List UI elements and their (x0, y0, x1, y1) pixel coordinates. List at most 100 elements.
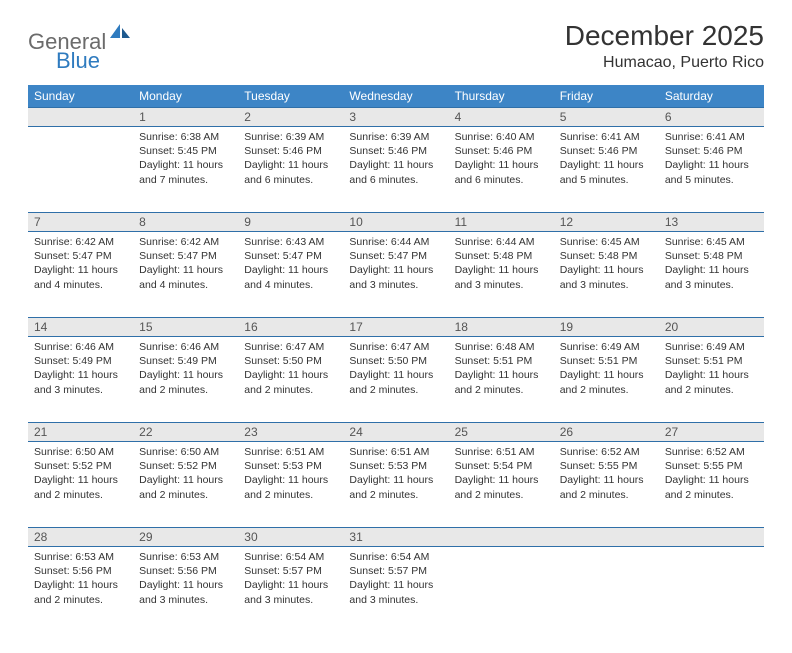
day-cell: Sunrise: 6:42 AMSunset: 5:47 PMDaylight:… (28, 232, 133, 318)
day-number (449, 528, 554, 546)
daylight-line: Daylight: 11 hours and 6 minutes. (455, 159, 539, 185)
day-number-cell: 2 (238, 108, 343, 127)
sunset-line: Sunset: 5:56 PM (139, 565, 217, 577)
sunrise-line: Sunrise: 6:49 AM (665, 341, 745, 353)
day-number: 2 (238, 108, 343, 126)
sunset-line: Sunset: 5:57 PM (349, 565, 427, 577)
sunrise-line: Sunrise: 6:44 AM (349, 236, 429, 248)
day-cell: Sunrise: 6:38 AMSunset: 5:45 PMDaylight:… (133, 127, 238, 213)
day-number: 30 (238, 528, 343, 546)
logo-sail-icon (110, 24, 132, 45)
day-number-cell: 30 (238, 528, 343, 547)
day-cell (449, 547, 554, 633)
day-cell: Sunrise: 6:39 AM Sunset: 5:46 PM Daylight:… (238, 127, 343, 213)
day-cell: Sunrise: 6:51 AMSunset: 5:53 PMDaylight:… (343, 442, 448, 528)
daylight-line: Daylight: 11 hours and 2 minutes. (560, 474, 644, 500)
day-number-cell: 25 (449, 423, 554, 442)
day-number: 31 (343, 528, 448, 546)
sunset-line: Sunset: 5:48 PM (455, 250, 533, 262)
sunrise-line: Sunrise: 6:47 AM (349, 341, 429, 353)
sunset-line: Sunset: 5:53 PM (244, 460, 322, 472)
day-number-cell (28, 108, 133, 127)
day-number-cell: 29 (133, 528, 238, 547)
daylight-line: Daylight: 11 hours and 3 minutes. (560, 264, 644, 290)
day-header: Thursday (449, 85, 554, 108)
sunset-line: Sunset: 5:49 PM (139, 355, 217, 367)
day-cell: Sunrise: 6:46 AMSunset: 5:49 PMDaylight:… (28, 337, 133, 423)
week-daynum-row: 123456 (28, 108, 764, 127)
sunrise-line: Sunrise: 6:54 AM (244, 551, 324, 563)
day-content: Sunrise: 6:45 AMSunset: 5:48 PMDaylight:… (659, 232, 764, 298)
daylight-line: Daylight: 11 hours and 7 minutes. (139, 159, 223, 185)
day-number: 22 (133, 423, 238, 441)
day-cell: Sunrise: 6:42 AMSunset: 5:47 PMDaylight:… (133, 232, 238, 318)
day-header-row: Sunday Monday Tuesday Wednesday Thursday… (28, 85, 764, 108)
week-daynum-row: 78910111213 (28, 213, 764, 232)
day-content: Sunrise: 6:45 AMSunset: 5:48 PMDaylight:… (554, 232, 659, 298)
sunrise-line: Sunrise: 6:42 AM (139, 236, 219, 248)
sunrise-line: Sunrise: 6:52 AM (560, 446, 640, 458)
daylight-line: Daylight: 11 hours and 2 minutes. (665, 369, 749, 395)
day-cell: Sunrise: 6:53 AMSunset: 5:56 PMDaylight:… (28, 547, 133, 633)
day-content: Sunrise: 6:54 AMSunset: 5:57 PMDaylight:… (238, 547, 343, 613)
day-number-cell: 3 (343, 108, 448, 127)
day-cell: Sunrise: 6:45 AMSunset: 5:48 PMDaylight:… (554, 232, 659, 318)
daylight-line: Daylight: 11 hours and 6 minutes. (244, 159, 328, 185)
day-content: Sunrise: 6:52 AMSunset: 5:55 PMDaylight:… (554, 442, 659, 508)
day-content: Sunrise: 6:50 AMSunset: 5:52 PMDaylight:… (28, 442, 133, 508)
day-content: Sunrise: 6:42 AMSunset: 5:47 PMDaylight:… (133, 232, 238, 298)
day-number-cell: 31 (343, 528, 448, 547)
daylight-line: Daylight: 11 hours and 3 minutes. (34, 369, 118, 395)
day-number: 1 (133, 108, 238, 126)
daylight-line: Daylight: 11 hours and 2 minutes. (455, 369, 539, 395)
day-number: 4 (449, 108, 554, 126)
day-cell: Sunrise: 6:47 AMSunset: 5:50 PMDaylight:… (238, 337, 343, 423)
sunrise-line: Sunrise: 6:42 AM (34, 236, 114, 248)
sunset-line: Sunset: 5:47 PM (349, 250, 427, 262)
week-content-row: Sunrise: 6:53 AMSunset: 5:56 PMDaylight:… (28, 547, 764, 633)
day-content: Sunrise: 6:44 AMSunset: 5:48 PMDaylight:… (449, 232, 554, 298)
sunrise-line: Sunrise: 6:51 AM (455, 446, 535, 458)
sunrise-line: Sunrise: 6:49 AM (560, 341, 640, 353)
day-number: 3 (343, 108, 448, 126)
day-cell: Sunrise: 6:40 AMSunset: 5:46 PMDaylight:… (449, 127, 554, 213)
sunrise-line: Sunrise: 6:45 AM (665, 236, 745, 248)
day-number-cell: 5 (554, 108, 659, 127)
day-number: 6 (659, 108, 764, 126)
day-number-cell: 19 (554, 318, 659, 337)
day-number-cell: 15 (133, 318, 238, 337)
daylight-line: Daylight: 11 hours and 2 minutes. (455, 474, 539, 500)
day-number: 7 (28, 213, 133, 231)
day-cell: Sunrise: 6:41 AMSunset: 5:46 PMDaylight:… (659, 127, 764, 213)
day-number-cell: 23 (238, 423, 343, 442)
sunset-line: Sunset: 5:46 PM (244, 145, 322, 157)
day-cell: Sunrise: 6:46 AMSunset: 5:49 PMDaylight:… (133, 337, 238, 423)
day-content: Sunrise: 6:53 AMSunset: 5:56 PMDaylight:… (28, 547, 133, 613)
day-cell: Sunrise: 6:51 AMSunset: 5:54 PMDaylight:… (449, 442, 554, 528)
sunrise-line: Sunrise: 6:39 AM (349, 131, 429, 143)
day-content: Sunrise: 6:40 AMSunset: 5:46 PMDaylight:… (449, 127, 554, 193)
day-content (28, 127, 133, 136)
sunrise-line: Sunrise: 6:39 AM (244, 131, 324, 143)
day-number-cell: 7 (28, 213, 133, 232)
day-number-cell: 4 (449, 108, 554, 127)
week-daynum-row: 28293031 (28, 528, 764, 547)
sunrise-line: Sunrise: 6:48 AM (455, 341, 535, 353)
sunset-line: Sunset: 5:55 PM (665, 460, 743, 472)
daylight-line: Daylight: 11 hours and 4 minutes. (139, 264, 223, 290)
sunset-line: Sunset: 5:46 PM (560, 145, 638, 157)
day-number: 26 (554, 423, 659, 441)
day-content: Sunrise: 6:51 AMSunset: 5:53 PMDaylight:… (238, 442, 343, 508)
day-content: Sunrise: 6:51 AMSunset: 5:54 PMDaylight:… (449, 442, 554, 508)
day-number: 21 (28, 423, 133, 441)
day-number-cell: 13 (659, 213, 764, 232)
day-number: 28 (28, 528, 133, 546)
day-number-cell: 1 (133, 108, 238, 127)
day-number: 20 (659, 318, 764, 336)
sunrise-line: Sunrise: 6:43 AM (244, 236, 324, 248)
sunrise-line: Sunrise: 6:44 AM (455, 236, 535, 248)
page-title: December 2025 (565, 20, 764, 52)
day-number-cell: 21 (28, 423, 133, 442)
day-number: 18 (449, 318, 554, 336)
daylight-line: Daylight: 11 hours and 2 minutes. (244, 369, 328, 395)
